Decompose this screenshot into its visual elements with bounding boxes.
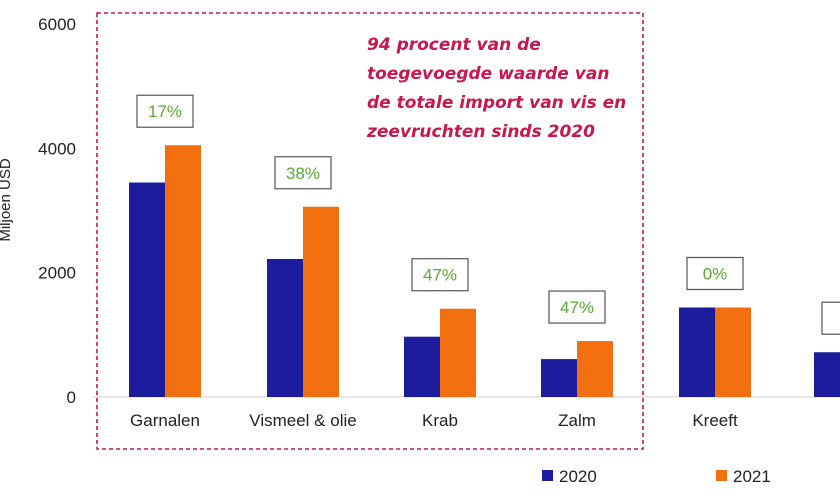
y-tick-label: 4000 (38, 139, 76, 158)
y-axis-label: Miljoen USD (0, 158, 14, 242)
change-label-box (411, 258, 469, 292)
bar-2021 (440, 308, 476, 397)
annotation-line: 94 procent van de (367, 35, 541, 55)
bar-2020 (679, 307, 715, 397)
change-labels: 17%38%47%47%0%- (136, 94, 840, 335)
change-label: 47% (560, 298, 594, 317)
y-tick-label: 0 (67, 388, 76, 407)
bar-2020 (814, 352, 840, 397)
change-label: 17% (148, 102, 182, 121)
change-label-box (686, 256, 744, 291)
bar-2021 (303, 206, 339, 397)
y-tick-label: 6000 (38, 15, 76, 34)
annotation-line: zeevruchten sinds 2020 (366, 122, 595, 142)
category-label: Krab (422, 411, 458, 430)
legend-swatch-2020 (542, 470, 553, 481)
legend-label: 2020 (559, 467, 597, 486)
annotation-line: de totale import van vis en (367, 93, 626, 113)
bar-2020 (541, 359, 577, 397)
category-label: Kreeft (692, 411, 738, 430)
y-axis: 0 2000 4000 6000 (38, 15, 76, 407)
category-label: Zalm (558, 411, 596, 430)
category-label: Garnalen (130, 411, 200, 430)
category-label: Vismeel & olie (249, 411, 356, 430)
bar-2020 (267, 258, 303, 397)
y-tick-label: 2000 (38, 264, 76, 283)
change-label-box (548, 290, 606, 324)
legend: 2020 2021 (542, 467, 771, 486)
bar-2021 (165, 145, 201, 397)
change-label: 47% (423, 266, 457, 285)
change-label-box (136, 94, 194, 128)
change-label: 38% (286, 164, 320, 183)
highlight-dashed-box (96, 12, 644, 450)
change-label: 0% (703, 264, 728, 283)
change-label-box (821, 301, 840, 335)
annotation-note: 94 procent van de toegevoegde waarde van d… (366, 35, 626, 142)
annotation-line: toegevoegde waarde van (367, 64, 609, 84)
bar-2020 (129, 182, 165, 397)
change-label-box (274, 156, 332, 190)
bars (129, 145, 840, 397)
bar-2021 (715, 307, 751, 397)
legend-label: 2021 (733, 467, 771, 486)
bar-2021 (577, 341, 613, 397)
legend-swatch-2021 (716, 470, 727, 481)
bar-2020 (404, 336, 440, 397)
